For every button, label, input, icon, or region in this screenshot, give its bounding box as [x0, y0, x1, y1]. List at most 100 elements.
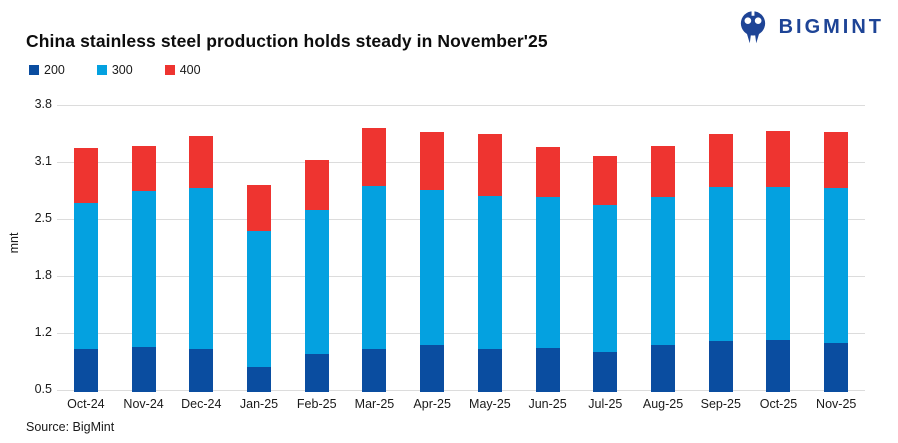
bar-segment-300-Nov-24[interactable]	[131, 191, 156, 347]
bar-segment-400-May-25[interactable]	[477, 134, 502, 196]
y-tick-label-3.1: 3.1	[34, 154, 52, 168]
bar-segment-300-Dec-24[interactable]	[189, 187, 214, 349]
bar-column-Sep-25	[692, 105, 750, 392]
bar-segment-400-Sep-25[interactable]	[708, 133, 733, 188]
bar-segment-300-Nov-25[interactable]	[824, 187, 849, 344]
bar-segment-200-Jan-25[interactable]	[247, 366, 272, 392]
x-tick-label-Jun-25: Jun-25	[528, 397, 567, 411]
bar-column-Aug-25	[634, 105, 692, 392]
bar-segment-400-Nov-25[interactable]	[824, 131, 849, 188]
bar-Nov-24[interactable]	[131, 145, 156, 392]
plot-area	[57, 105, 865, 392]
y-tick-label-0.5: 0.5	[34, 382, 52, 396]
x-tick-label-Mar-25: Mar-25	[354, 397, 395, 411]
bar-segment-400-Dec-24[interactable]	[189, 136, 214, 188]
bar-segment-400-Jul-25[interactable]	[593, 156, 618, 206]
bar-segment-200-Dec-24[interactable]	[189, 348, 214, 392]
bar-segment-300-Apr-25[interactable]	[420, 189, 445, 346]
bar-Aug-25[interactable]	[651, 145, 676, 392]
bar-Oct-24[interactable]	[73, 148, 98, 392]
bar-segment-400-Jan-25[interactable]	[247, 185, 272, 232]
bar-column-Nov-25	[807, 105, 865, 392]
x-tick-label-Nov-24: Nov-24	[123, 397, 164, 411]
bar-segment-400-Mar-25[interactable]	[362, 128, 387, 187]
bar-segment-200-Jun-25[interactable]	[535, 347, 560, 392]
x-tick-label-Feb-25: Feb-25	[296, 397, 337, 411]
x-tick-label-Apr-25: Apr-25	[413, 397, 451, 411]
bar-column-Nov-24	[115, 105, 173, 392]
bar-segment-400-Aug-25[interactable]	[651, 145, 676, 197]
bar-column-May-25	[461, 105, 519, 392]
x-tick-label-Jan-25: Jan-25	[239, 397, 279, 411]
bar-segment-200-Aug-25[interactable]	[651, 345, 676, 392]
bar-Sep-25[interactable]	[708, 133, 733, 392]
x-axis-labels: Oct-24 Nov-24 Dec-24 Jan-25 Feb-25 Mar-25 Apr-…	[57, 397, 865, 411]
bar-segment-200-Oct-25[interactable]	[766, 339, 791, 392]
legend-item-400[interactable]: 400	[164, 63, 201, 77]
bar-Nov-25[interactable]	[824, 131, 849, 392]
bar-segment-400-Oct-25[interactable]	[766, 130, 791, 188]
legend-item-300[interactable]: 300	[96, 63, 133, 77]
x-tick-label-Nov-25: Nov-25	[816, 397, 857, 411]
bar-segment-200-Nov-24[interactable]	[131, 346, 156, 392]
bar-May-25[interactable]	[477, 134, 502, 392]
bar-segment-300-Mar-25[interactable]	[362, 186, 387, 350]
bigmint-logo-text: BIGMINT	[778, 15, 884, 38]
bar-segment-300-Jun-25[interactable]	[535, 196, 560, 348]
bar-Mar-25[interactable]	[362, 128, 387, 392]
bar-segment-300-Aug-25[interactable]	[651, 196, 676, 346]
gridline-0.5	[57, 390, 865, 391]
y-tick-label-1.8: 1.8	[34, 268, 52, 282]
legend-swatch-300	[96, 65, 107, 75]
legend-item-200[interactable]: 200	[29, 63, 65, 77]
bar-segment-400-Oct-24[interactable]	[73, 148, 98, 204]
bar-Jan-25[interactable]	[247, 185, 272, 392]
bar-segment-400-Jun-25[interactable]	[535, 147, 560, 197]
x-tick-label-Jul-25: Jul-25	[588, 397, 623, 411]
x-tick-label-Oct-24: Oct-24	[67, 397, 105, 411]
bar-segment-300-Feb-25[interactable]	[304, 210, 329, 354]
bar-segment-300-Oct-25[interactable]	[766, 187, 791, 340]
bar-segment-200-Apr-25[interactable]	[420, 345, 445, 392]
bar-Dec-24[interactable]	[189, 136, 214, 392]
bar-segment-300-Oct-24[interactable]	[73, 203, 98, 350]
bar-segment-200-Mar-25[interactable]	[362, 349, 387, 392]
bar-segment-300-Jan-25[interactable]	[247, 231, 272, 367]
bar-segment-200-May-25[interactable]	[477, 349, 502, 392]
bar-column-Jan-25	[230, 105, 288, 392]
y-tick-label-1.2: 1.2	[34, 325, 52, 339]
bar-column-Dec-24	[172, 105, 230, 392]
bar-column-Apr-25	[403, 105, 461, 392]
bar-column-Jul-25	[576, 105, 634, 392]
bar-segment-200-Jul-25[interactable]	[593, 352, 618, 392]
bar-segment-300-Jul-25[interactable]	[593, 205, 618, 352]
bigmint-logo-icon	[735, 8, 771, 46]
bar-column-Mar-25	[346, 105, 404, 392]
bar-segment-200-Sep-25[interactable]	[708, 340, 733, 392]
chart-legend: 200 300 400	[29, 63, 201, 77]
bar-Jul-25[interactable]	[593, 156, 618, 392]
bar-Oct-25[interactable]	[766, 130, 791, 392]
bar-Jun-25[interactable]	[535, 147, 560, 392]
bar-segment-300-Sep-25[interactable]	[708, 187, 733, 341]
bar-segment-400-Feb-25[interactable]	[304, 160, 329, 211]
y-tick-label-2.5: 2.5	[34, 211, 52, 225]
gridline-1.2	[57, 333, 865, 334]
bar-segment-400-Nov-24[interactable]	[131, 145, 156, 192]
bar-Apr-25[interactable]	[420, 131, 445, 392]
bar-segment-400-Apr-25[interactable]	[420, 131, 445, 190]
bar-column-Oct-25	[750, 105, 808, 392]
legend-label: 200	[44, 63, 65, 77]
bar-segment-200-Oct-24[interactable]	[73, 349, 98, 392]
bar-segment-200-Feb-25[interactable]	[304, 353, 329, 392]
x-tick-label-Aug-25: Aug-25	[642, 397, 684, 411]
page-title: China stainless steel production holds s…	[26, 31, 548, 51]
x-tick-label-Oct-25: Oct-25	[759, 397, 798, 411]
legend-label: 400	[179, 63, 201, 77]
bar-Feb-25[interactable]	[304, 160, 329, 392]
gridline-3.8	[57, 105, 865, 106]
bar-segment-200-Nov-25[interactable]	[824, 343, 849, 392]
bar-column-Jun-25	[519, 105, 577, 392]
bar-segment-300-May-25[interactable]	[477, 195, 502, 350]
